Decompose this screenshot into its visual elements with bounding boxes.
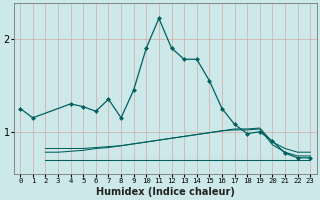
X-axis label: Humidex (Indice chaleur): Humidex (Indice chaleur) — [96, 187, 235, 197]
